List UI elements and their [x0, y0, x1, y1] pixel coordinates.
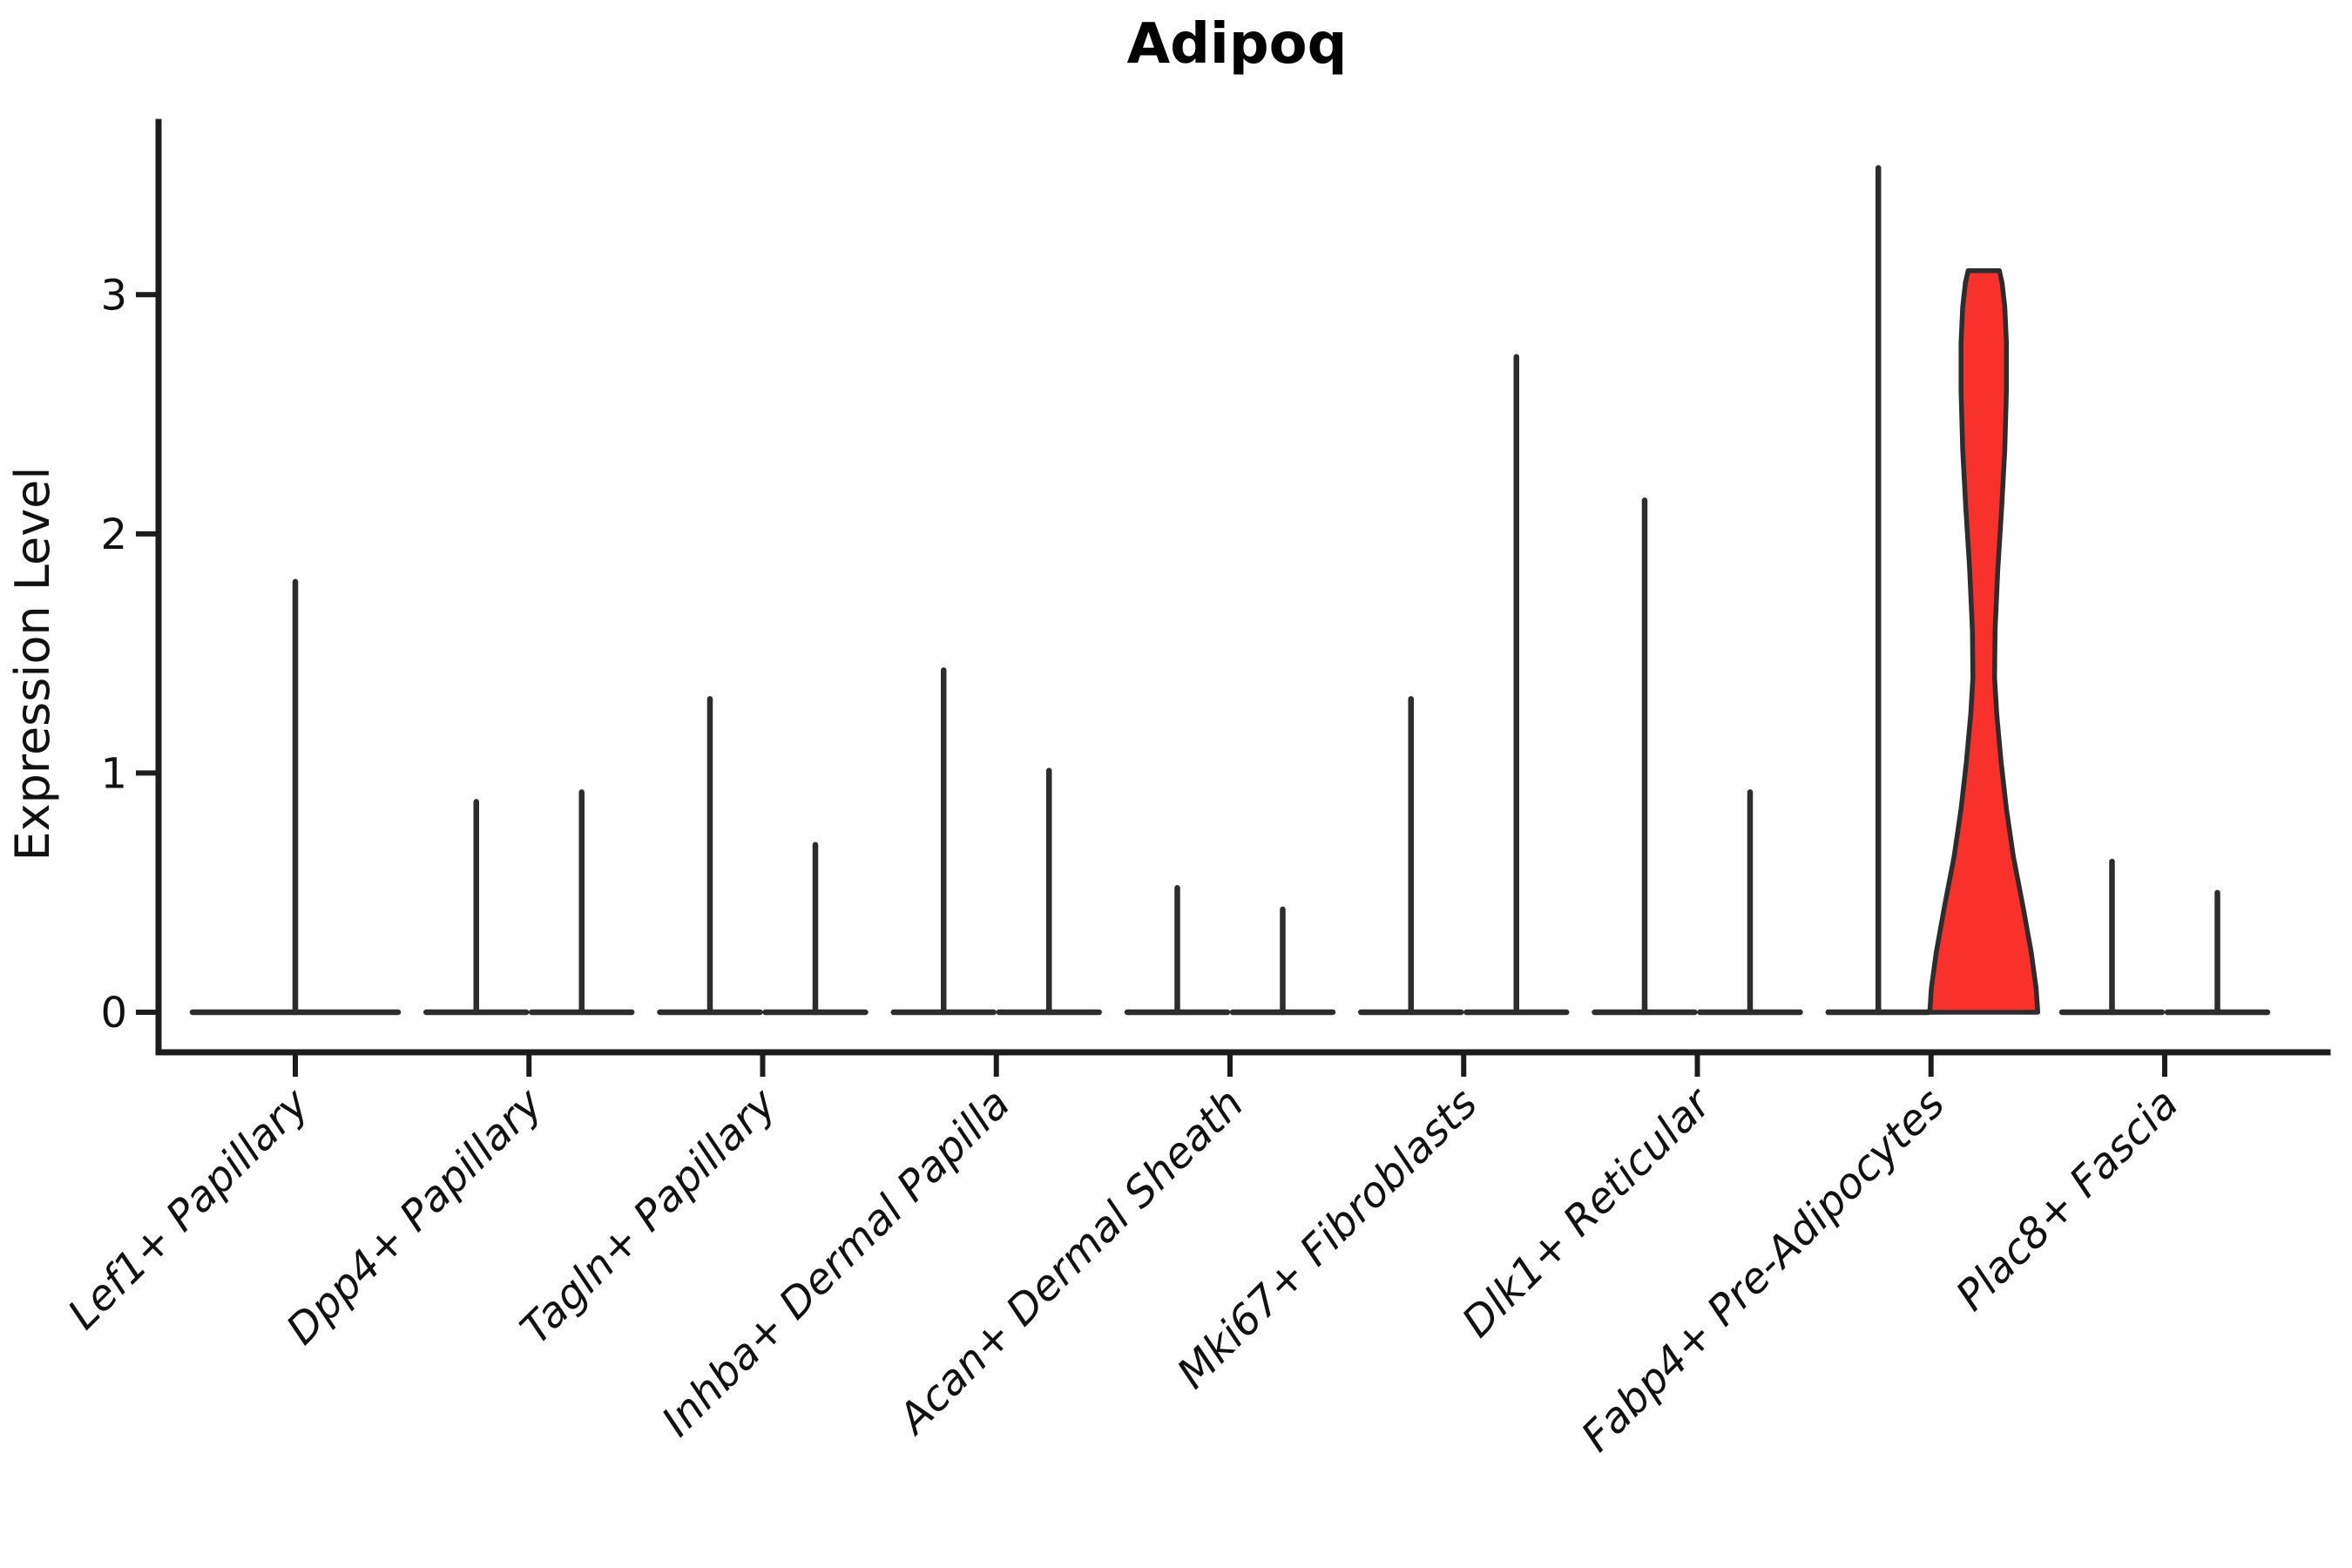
x-tick-label: Dlk1+ Reticular: [1453, 1078, 1723, 1348]
y-tick-labels: 0 1 2 3: [100, 271, 127, 1037]
x-tick-label: Plac8+ Fascia: [1947, 1079, 2188, 1321]
y-tick-label: 0: [100, 989, 127, 1037]
y-tick-label: 2: [100, 510, 127, 559]
violins: [189, 165, 2271, 1016]
axes: [136, 118, 2331, 1077]
plot-title: Adipoq: [1127, 12, 1348, 77]
x-tick-label: Dpp4+ Papillary: [277, 1078, 552, 1354]
y-tick-label: 3: [100, 271, 127, 320]
y-tick-label: 1: [100, 749, 127, 798]
axis-spine: [155, 118, 2331, 1056]
y-axis-label: Expression Level: [5, 467, 60, 862]
violin-body-highlighted: [1927, 268, 2041, 1015]
x-tick-label: Tagln+ Papillary: [511, 1078, 787, 1354]
x-tick-labels: Lef1+ Papillary Dpp4+ Papillary Tagln+ P…: [58, 1078, 2187, 1462]
x-tick-label: Lef1+ Papillary: [58, 1078, 319, 1339]
